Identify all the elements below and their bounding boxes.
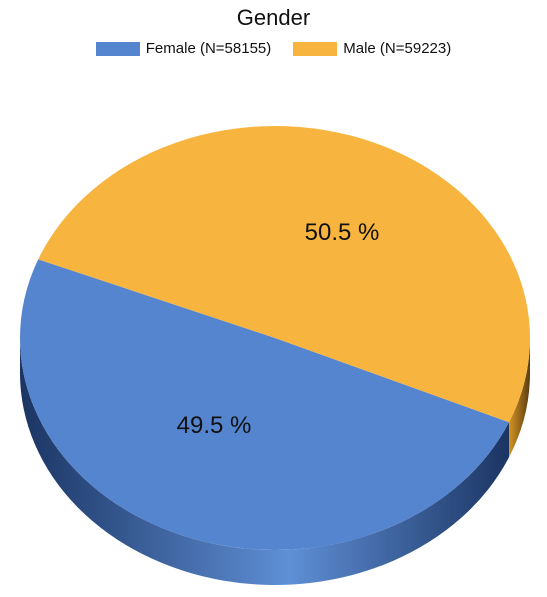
legend-swatch-female [95,41,140,56]
pie-side-male [509,338,530,458]
slice-label-male: 50.5 % [305,219,380,246]
pie-slice-male [38,126,530,423]
legend: Female (N=58155) Male (N=59223) [0,40,547,57]
chart-title: Gender [236,5,311,30]
pie-side-female [20,338,510,586]
legend-label-male: Male (N=59223) [343,40,452,57]
legend-item-male: Male (N=59223) [293,40,451,57]
legend-label-female: Female (N=58155) [145,40,272,57]
legend-swatch-male [293,41,338,56]
legend-item-female: Female (N=58155) [95,40,272,57]
pie-slice-female [19,259,510,551]
slice-label-female: 49.5 % [177,412,252,439]
